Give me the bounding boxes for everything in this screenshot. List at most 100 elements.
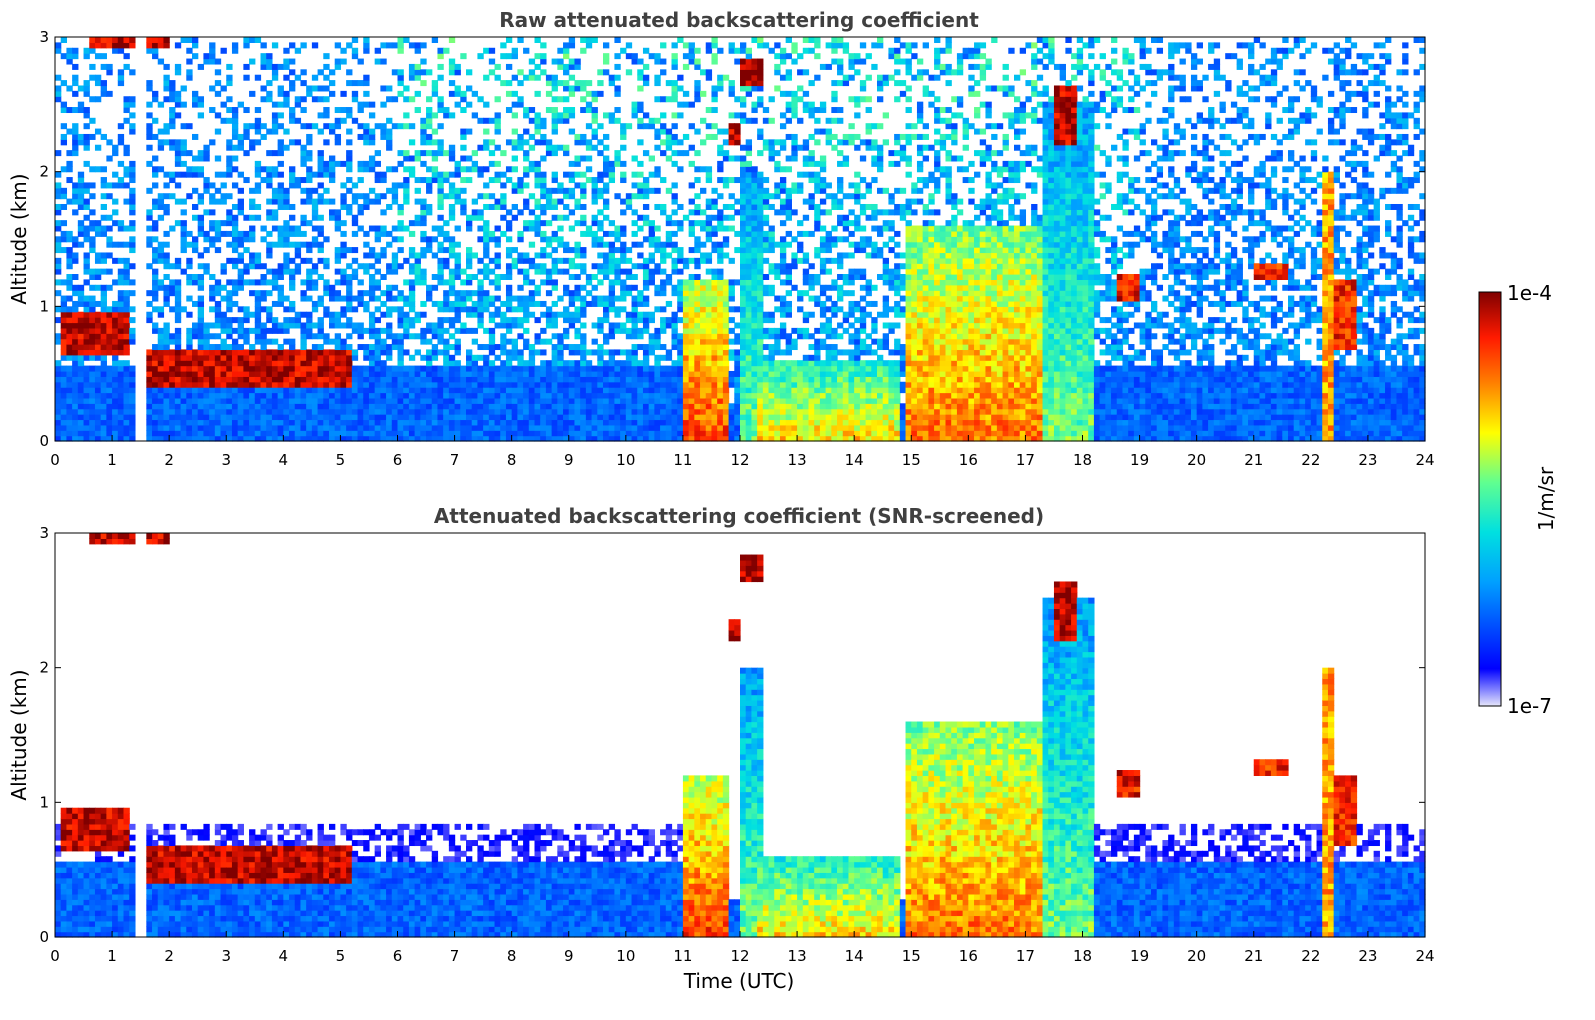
heatmap-cell (631, 403, 638, 410)
heatmap-cell (197, 295, 205, 302)
heatmap-cell (454, 69, 461, 76)
heatmap-cell (488, 430, 496, 437)
heatmap-cell (174, 306, 182, 313)
heatmap-cell (72, 419, 79, 426)
heatmap-cell (397, 311, 404, 318)
heatmap-cell (231, 381, 239, 388)
heatmap-cell (426, 381, 433, 388)
heatmap-cell (528, 69, 536, 76)
heatmap-cell (226, 155, 233, 162)
heatmap-cell (368, 430, 376, 437)
heatmap-cell (454, 365, 461, 372)
heatmap-cell (243, 403, 250, 410)
heatmap-cell (511, 349, 518, 356)
heatmap-cell (705, 365, 713, 372)
heatmap-cell (300, 241, 307, 248)
heatmap-cell (505, 397, 513, 404)
heatmap-cell (129, 193, 136, 200)
heatmap-cell (471, 311, 479, 318)
heatmap-cell (705, 338, 713, 345)
heatmap-cell (483, 263, 490, 270)
heatmap-cell (563, 435, 570, 442)
heatmap-cell (357, 397, 364, 404)
heatmap-cell (317, 160, 324, 167)
heatmap-cell (483, 203, 490, 210)
heatmap-cell (694, 58, 701, 65)
heatmap-cell (603, 376, 610, 383)
heatmap-cell (368, 381, 376, 388)
heatmap-cell (671, 241, 678, 248)
heatmap-cell (443, 306, 450, 313)
heatmap-cell (368, 225, 376, 232)
heatmap-cell (540, 42, 547, 49)
heatmap-cell (551, 349, 558, 356)
heatmap-cell (311, 123, 319, 130)
heatmap-cell (266, 268, 273, 275)
heatmap-cell (625, 123, 633, 130)
heatmap-cell (55, 247, 62, 254)
heatmap-cell (426, 430, 433, 437)
heatmap-cell (694, 392, 701, 399)
heatmap-cell (152, 96, 159, 103)
heatmap-cell (505, 284, 513, 291)
heatmap-cell (551, 247, 558, 254)
heatmap-cell (648, 274, 655, 280)
heatmap-cell (426, 414, 433, 421)
heatmap-cell (254, 403, 262, 410)
heatmap-cell (197, 311, 205, 318)
heatmap-cell (129, 414, 136, 421)
heatmap-cell (477, 387, 484, 394)
heatmap-cell (580, 96, 587, 103)
heatmap-cell (152, 349, 159, 356)
heatmap-cell (688, 408, 695, 415)
heatmap-cell (597, 263, 604, 270)
heatmap-cell (511, 47, 518, 54)
heatmap-cell (711, 403, 718, 410)
heatmap-cell (123, 338, 130, 345)
heatmap-cell (437, 63, 444, 70)
heatmap-cell (231, 327, 239, 334)
heatmap-cell (574, 139, 581, 146)
heatmap-cell (397, 376, 404, 383)
heatmap-cell (112, 47, 119, 54)
heatmap-cell (243, 311, 250, 318)
heatmap-cell (471, 370, 479, 377)
heatmap-cell (94, 268, 102, 275)
heatmap-cell (351, 392, 359, 399)
heatmap-cell (323, 424, 330, 431)
heatmap-cell (563, 381, 570, 388)
heatmap-cell (311, 430, 319, 437)
heatmap-cell (152, 424, 159, 431)
heatmap-cell (180, 376, 187, 383)
heatmap-cell (460, 387, 467, 394)
heatmap-cell (163, 376, 170, 383)
heatmap-cell (294, 177, 302, 184)
heatmap-cell (146, 123, 153, 130)
heatmap-cell (551, 435, 558, 442)
heatmap-cell (197, 263, 205, 270)
heatmap-cell (688, 414, 695, 421)
heatmap-cell (694, 209, 701, 216)
heatmap-cell (608, 349, 616, 356)
heatmap-cell (528, 360, 536, 367)
heatmap-cell (277, 295, 284, 302)
heatmap-cell (677, 408, 684, 415)
heatmap-cell (500, 182, 507, 189)
heatmap-cell (237, 171, 244, 178)
heatmap-cell (329, 284, 336, 291)
heatmap-cell (266, 360, 273, 367)
heatmap-cell (665, 241, 673, 248)
heatmap-cell (243, 128, 250, 135)
heatmap-cell (511, 376, 518, 383)
heatmap-cell (528, 133, 536, 140)
heatmap-cell (608, 419, 616, 426)
heatmap-cell (603, 387, 610, 394)
heatmap-cell (83, 317, 90, 324)
heatmap-cell (511, 338, 518, 345)
heatmap-cell (711, 300, 718, 307)
heatmap-cell (671, 381, 678, 388)
heatmap-cell (563, 171, 570, 178)
heatmap-cell (117, 430, 125, 437)
heatmap-cell (397, 247, 404, 254)
heatmap-cell (289, 338, 296, 345)
